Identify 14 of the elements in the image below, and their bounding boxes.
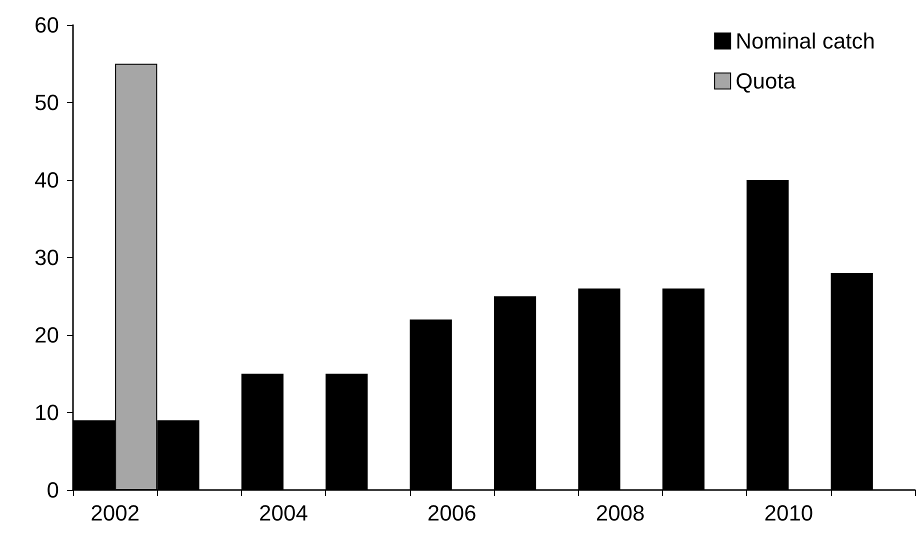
x-tick-label: 2010 (764, 500, 814, 526)
x-tick-label: 2006 (427, 500, 476, 526)
x-tick-label: 2002 (90, 500, 140, 526)
y-tick-label: 40 (34, 168, 59, 192)
y-tick-label: 50 (34, 90, 59, 115)
x-tick-label: 2004 (259, 500, 308, 526)
y-tick-label: 30 (34, 245, 59, 270)
y-tick-label: 0 (46, 478, 59, 502)
legend-label: Quota (736, 68, 796, 94)
x-tick-label: 2008 (596, 500, 645, 526)
legend-label: Nominal catch (736, 28, 875, 54)
y-tick-label: 20 (34, 322, 59, 348)
y-tick-label: 10 (34, 400, 59, 425)
y-tick-label: 60 (34, 12, 59, 38)
